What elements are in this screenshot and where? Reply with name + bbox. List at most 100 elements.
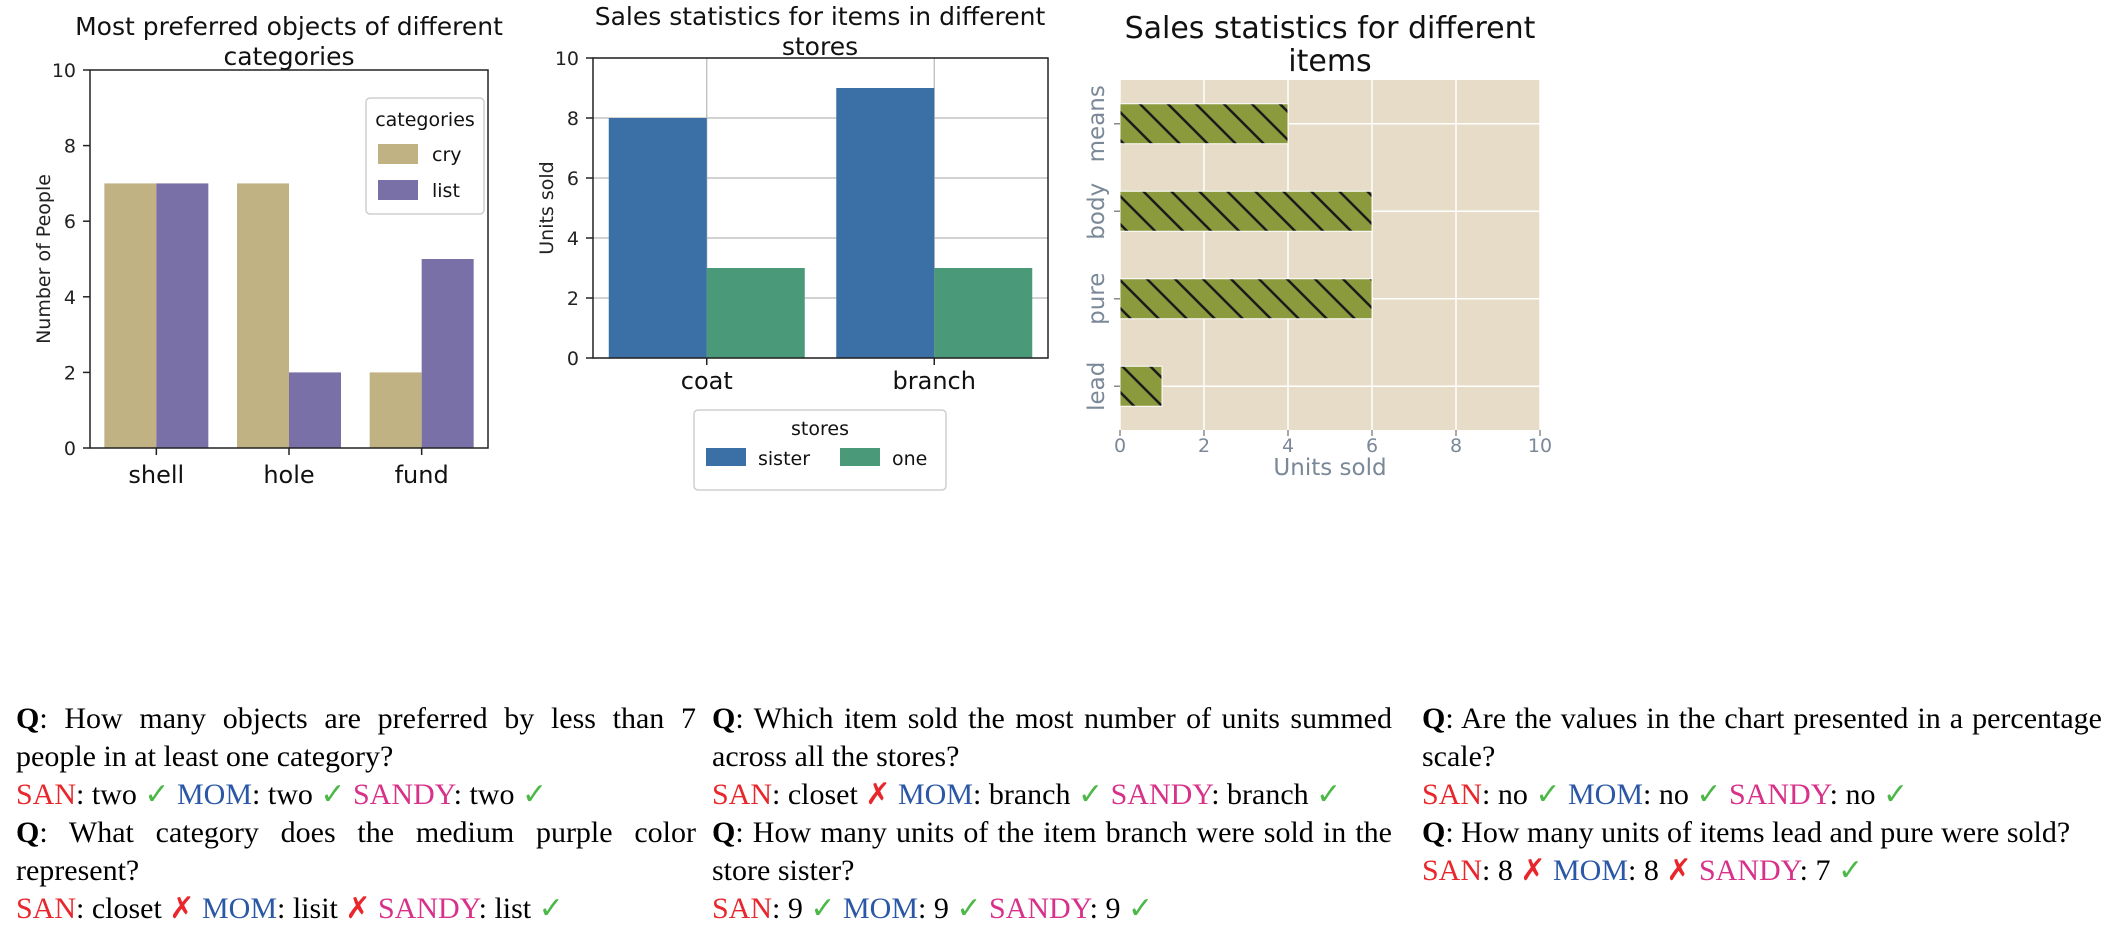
check-icon: ✓ (1316, 778, 1342, 811)
question: Q: How many units of items lead and pure… (1422, 814, 2101, 852)
legend-label-one: one (892, 448, 927, 470)
bar-list-fund (421, 259, 474, 448)
plot-frame (592, 57, 1049, 359)
bar-cry-fund (369, 372, 422, 448)
bar-one-coat (706, 268, 805, 358)
answers-row: SAN: no ✓ MOM: no ✓ SANDY: no ✓ (1422, 778, 1909, 811)
answer-value: two (469, 778, 515, 811)
chart-title: Sales statistics for different (1125, 11, 1536, 46)
chart-title: Most preferred objects of different (75, 12, 503, 41)
answers-row: SAN: 9 ✓ MOM: 9 ✓ SANDY: 9 ✓ (712, 892, 1154, 925)
answer-value: 9 (933, 892, 949, 925)
question-text: : How many objects are preferred by less… (16, 702, 696, 773)
chart-title: items (1288, 44, 1371, 79)
bar-hatch-lead (1119, 365, 1163, 407)
bar-one-branch (934, 268, 1033, 358)
model-name-san: SAN (16, 892, 77, 925)
model-name-san: SAN (1422, 854, 1483, 887)
question-text: : How many units of the item branch were… (712, 816, 1392, 887)
check-icon: ✓ (320, 778, 346, 811)
legend-swatch-sister (706, 448, 746, 466)
answer-value: closet (787, 778, 858, 811)
check-icon: ✓ (1696, 778, 1722, 811)
check-icon: ✓ (810, 892, 836, 925)
question-label: Q (16, 816, 40, 849)
legend-box (693, 409, 947, 491)
cross-icon: ✗ (865, 778, 891, 811)
model-name-sandy: SANDY (353, 778, 454, 811)
qa-column-1: Q: How many objects are preferred by les… (16, 700, 696, 928)
answer-value: list (494, 892, 532, 925)
model-name-mom: MOM (201, 892, 277, 925)
y-axis-label: Number of People (33, 174, 55, 344)
question-label: Q (16, 702, 40, 735)
answer-value: no (1497, 778, 1528, 811)
x-tick-label: fund (395, 461, 449, 489)
y-tick-label: 2 (567, 288, 579, 310)
question-label: Q (1422, 816, 1446, 849)
question: Q: Which item sold the most number of un… (712, 700, 1392, 776)
x-tick-label: coat (681, 367, 733, 395)
bar-list-hole (289, 372, 341, 448)
y-axis-label: Units sold (536, 161, 558, 254)
answer-value: 9 (1105, 892, 1121, 925)
question-text: : Are the values in the chart presented … (1422, 702, 2101, 773)
y-tick-label: means (1084, 85, 1110, 162)
chart-title: Sales statistics for items in different (595, 2, 1046, 31)
legend: stores sister one (693, 409, 947, 491)
y-tick-label: 6 (64, 211, 76, 233)
answer-value: 9 (787, 892, 803, 925)
model-name-mom: MOM (1553, 854, 1629, 887)
x-tick-label: 6 (1366, 435, 1378, 457)
model-name-sandy: SANDY (1699, 854, 1800, 887)
answer-value: no (1845, 778, 1876, 811)
answer-value: lisit (292, 892, 338, 925)
x-tick-label: 10 (1528, 435, 1552, 457)
answers-row: SAN: 8 ✗ MOM: 8 ✗ SANDY: 7 ✓ (1422, 854, 1864, 887)
answers-row: SAN: closet ✗ MOM: branch ✓ SANDY: branc… (712, 778, 1342, 811)
question-label: Q (712, 816, 736, 849)
x-tick-label: 8 (1450, 435, 1462, 457)
charts-canvas: Most preferred objects of different categ… (33, 2, 1552, 491)
y-tick-label: 8 (64, 136, 76, 158)
chart-sales-stores: Sales statistics for items in differents… (536, 2, 1049, 491)
answer-value: two (267, 778, 313, 811)
cross-icon: ✗ (345, 892, 371, 925)
question: Q: What category does the medium purple … (16, 814, 696, 890)
bar-list-shell (156, 183, 209, 448)
cross-icon: ✗ (1520, 854, 1546, 887)
question-text: : What category does the medium purple c… (16, 816, 696, 887)
model-name-mom: MOM (1568, 778, 1644, 811)
legend-title: categories (375, 109, 475, 131)
question-label: Q (1422, 702, 1446, 735)
bar-cry-hole (237, 183, 289, 448)
bar-hatch-means (1119, 103, 1289, 145)
legend-swatch-list (378, 180, 418, 200)
model-name-sandy: SANDY (378, 892, 479, 925)
bar-cry-shell (104, 183, 157, 448)
chart-title: stores (782, 32, 858, 61)
legend-title: stores (791, 418, 849, 440)
answers-row: SAN: closet ✗ MOM: lisit ✗ SANDY: list ✓ (16, 892, 564, 925)
answer-value: 8 (1497, 854, 1513, 887)
y-tick-label: 0 (567, 348, 579, 370)
answers-row: SAN: two ✓ MOM: two ✓ SANDY: two ✓ (16, 778, 548, 811)
answer-value: 8 (1643, 854, 1659, 887)
question-label: Q (712, 702, 736, 735)
y-tick-label: 4 (64, 287, 76, 309)
check-icon: ✓ (521, 778, 548, 811)
question: Q: Are the values in the chart presented… (1422, 700, 2101, 776)
model-name-san: SAN (1422, 778, 1483, 811)
legend-label-list: list (432, 180, 460, 202)
cross-icon: ✗ (169, 892, 195, 925)
x-tick-label: shell (128, 461, 184, 489)
x-tick-label: 2 (1198, 435, 1210, 457)
model-name-san: SAN (712, 778, 773, 811)
legend-swatch-one (840, 448, 880, 466)
answer-value: closet (91, 892, 162, 925)
question: Q: How many objects are preferred by les… (16, 700, 696, 776)
y-tick-label: 0 (64, 438, 76, 460)
x-tick-label: hole (263, 461, 314, 489)
check-icon: ✓ (144, 778, 170, 811)
